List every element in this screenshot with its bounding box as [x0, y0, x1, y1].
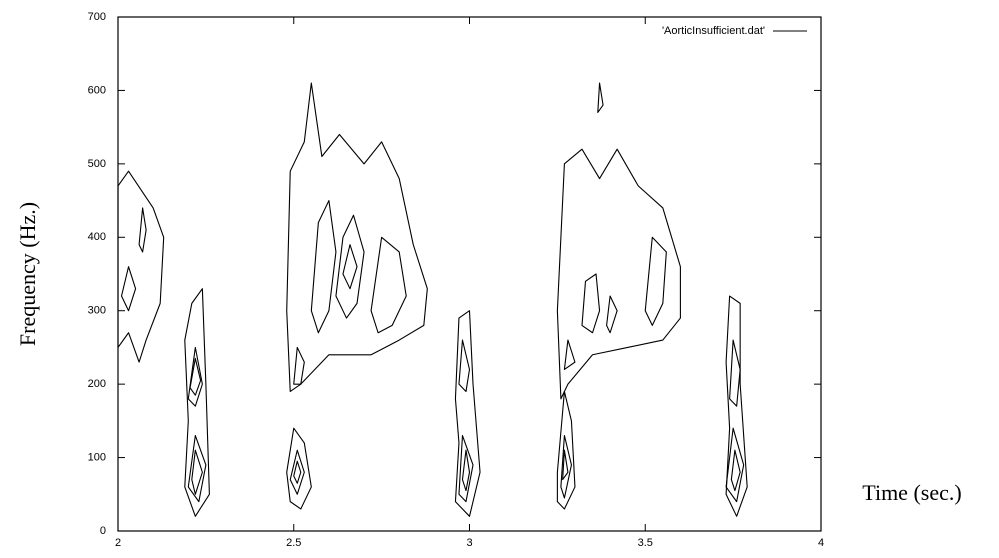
y-tick-label: 700 [88, 11, 106, 23]
contour-line [289, 449, 305, 495]
x-axis-label: Time (sec.) [862, 480, 961, 505]
contour-line [562, 449, 569, 481]
contour-line [730, 449, 741, 492]
contour-line [454, 310, 481, 517]
y-tick-label: 100 [88, 451, 106, 463]
contour-line [187, 346, 203, 407]
contour-line [138, 207, 147, 253]
legend-label: 'AorticInsufficient.dat' [662, 25, 765, 37]
x-tick-label: 3.5 [638, 537, 653, 549]
contour-line [293, 346, 305, 385]
contour-line [293, 460, 302, 484]
x-tick-label: 2 [115, 537, 121, 549]
contour-line [342, 244, 358, 290]
y-tick-label: 300 [88, 305, 106, 317]
contour-line [725, 427, 745, 503]
contour-line [120, 266, 137, 312]
contour-line [191, 449, 203, 495]
contour-line [725, 295, 748, 517]
y-tick-label: 200 [88, 378, 106, 390]
x-tick-label: 2.5 [286, 537, 301, 549]
contour-line [556, 390, 576, 510]
contour-line [310, 200, 337, 334]
contour-line [461, 449, 471, 492]
y-axis-label: Frequency (Hz.) [15, 202, 40, 346]
contour-line [644, 236, 667, 326]
contour-line [189, 357, 202, 396]
contour-line [556, 148, 681, 400]
contour-line [335, 214, 365, 319]
contour-line [606, 295, 618, 334]
contour-line [729, 339, 741, 407]
contour-line [117, 170, 165, 363]
contour-line [581, 273, 601, 334]
y-tick-label: 0 [100, 525, 106, 537]
contour-line [458, 339, 471, 393]
x-tick-label: 3 [466, 537, 472, 549]
contour-line [286, 82, 428, 393]
y-tick-label: 600 [88, 84, 106, 96]
contour-line [370, 236, 407, 334]
y-tick-label: 500 [88, 158, 106, 170]
contour-line [286, 427, 312, 510]
contour-line [184, 288, 210, 517]
contour-line [187, 434, 207, 503]
contour-line [563, 339, 576, 371]
contour-line [458, 434, 474, 503]
contour-line [597, 82, 604, 114]
y-tick-label: 400 [88, 231, 106, 243]
x-tick-label: 4 [818, 537, 824, 549]
contour-line [560, 434, 572, 499]
